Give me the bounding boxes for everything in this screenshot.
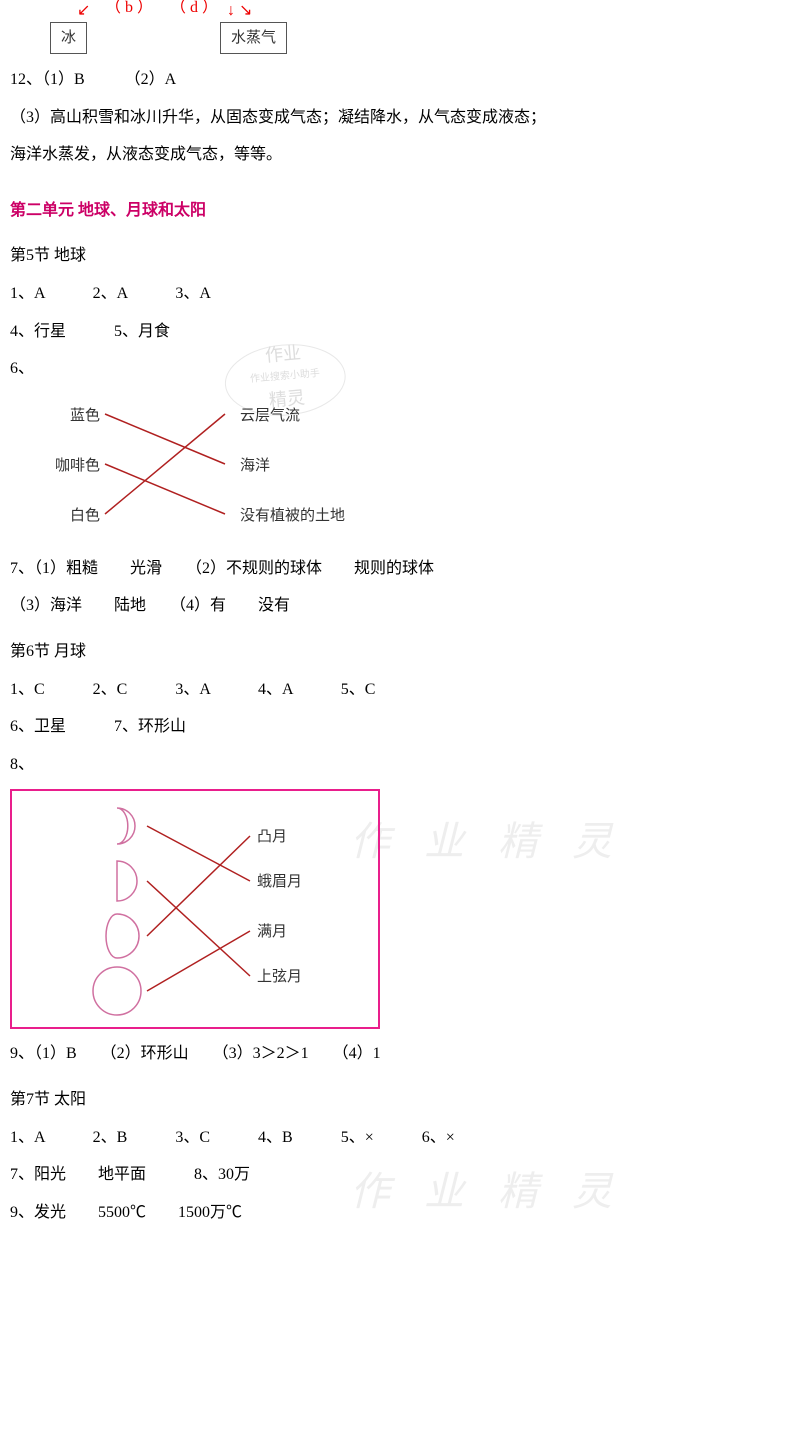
sec6-l9: 9、（1）B （2）环形山 （3）3＞2＞1 （4）1 [10, 1041, 790, 1067]
arrow-right: ↓ ↘ [227, 0, 252, 24]
box-steam: 水蒸气 [220, 22, 287, 54]
match-left-label: 白色 [30, 504, 100, 528]
match-left-label: 咖啡色 [30, 454, 100, 478]
unit2-title: 第二单元 地球、月球和太阳 [10, 198, 790, 224]
sec7-l3: 9、发光 5500℃ 1500万℃ [10, 1200, 790, 1226]
sec6-l3: 8、 [10, 752, 790, 778]
svg-text:上弦月: 上弦月 [257, 968, 302, 985]
watermark-1: 作 业 精 灵 [350, 810, 624, 874]
sec5-l1: 1、A 2、A 3、A [10, 281, 790, 307]
sec5-l8: （3）海洋 陆地 （4）有 没有 [10, 593, 790, 619]
section7-title: 第7节 太阳 [10, 1087, 790, 1113]
q12-line2: （3）高山积雪和冰川升华，从固态变成气态；凝结降水，从气态变成液态； [10, 105, 790, 131]
label-d: （ d ） [170, 0, 218, 21]
sec6-l1: 1、C 2、C 3、A 4、A 5、C [10, 677, 790, 703]
arrow-left: ↙ [77, 0, 90, 24]
svg-text:满月: 满月 [257, 923, 287, 940]
match-right-label: 海洋 [240, 454, 270, 478]
match-right-label: 云层气流 [240, 404, 300, 428]
sec6-moon-diagram: 凸月蛾眉月满月上弦月 [10, 789, 380, 1029]
section5-title: 第5节 地球 [10, 243, 790, 269]
sec5-l2: 4、行星 5、月食 [10, 319, 790, 345]
sec5-l7: 7、（1）粗糙 光滑 （2）不规则的球体 规则的球体 [10, 556, 790, 582]
box-ice: 冰 [50, 22, 87, 54]
top-water-diagram: ↙ （ b ） （ d ） ↓ ↘ 冰 水蒸气 [50, 0, 330, 55]
match-right-label: 没有植被的土地 [240, 504, 345, 528]
sec7-l2: 7、阳光 地平面 8、30万 [10, 1162, 790, 1188]
section6-title: 第6节 月球 [10, 639, 790, 665]
sec5-matching-diagram: 蓝色咖啡色白色 云层气流海洋没有植被的土地 [30, 394, 370, 544]
sec6-l2: 6、卫星 7、环形山 [10, 714, 790, 740]
match-left-label: 蓝色 [30, 404, 100, 428]
q12-line1: 12、（1）B （2）A [10, 67, 790, 93]
label-b: （ b ） [105, 0, 153, 21]
sec7-l1: 1、A 2、B 3、C 4、B 5、× 6、× [10, 1125, 790, 1151]
svg-text:蛾眉月: 蛾眉月 [257, 873, 302, 890]
q12-line3: 海洋水蒸发，从液态变成气态，等等。 [10, 142, 790, 168]
sec5-l3: 6、 [10, 356, 790, 382]
svg-text:凸月: 凸月 [257, 829, 287, 845]
